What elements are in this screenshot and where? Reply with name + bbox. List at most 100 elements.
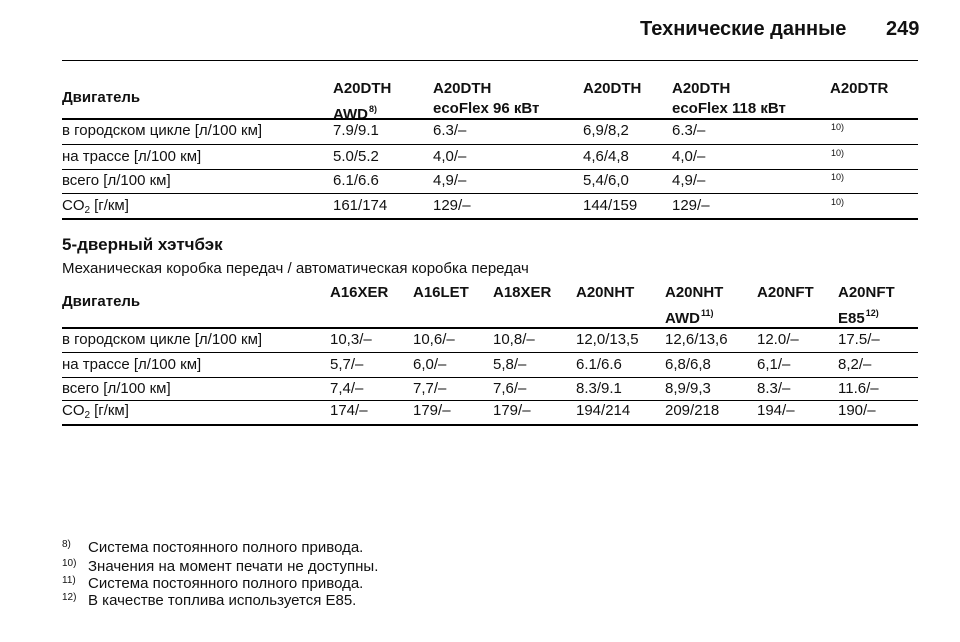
cell: 6,1/– [757,356,790,374]
column-header: ecoFlex 96 кВт [433,100,539,118]
column-header: A16XER [330,284,388,302]
label-text: в городском цикле [л/100 км] [62,331,263,348]
label-unit: [г/км] [94,197,129,214]
footnote-ref: 12) [865,308,879,318]
cell: 5,8/– [493,356,526,374]
column-header: A20NFT [838,284,895,302]
header-text: AWD [333,106,368,123]
cell: 10) [830,118,844,142]
row-rule [62,169,918,170]
cell-text: 144/159 [583,197,638,214]
cell: 4,9/– [433,172,466,190]
cell: 194/– [757,402,795,420]
header-rule [62,327,918,329]
cell: 10) [830,144,844,168]
label-text: CO [62,402,85,419]
cell: 4,0/– [433,148,466,166]
cell-text: 194/– [757,402,795,419]
label-text: всего [л/100 км] [62,380,171,397]
header-text: AWD [665,310,700,327]
cell: 7,4/– [330,380,363,398]
cell: 4,0/– [672,148,705,166]
column-header: A20DTH [583,80,641,98]
cell: 179/– [413,402,451,420]
cell-text: 4,0/– [672,148,706,165]
cell-text: 4,9/– [672,172,706,189]
header-text: A16LET [413,284,469,301]
cell-text: 12,6/13,6 [665,331,728,348]
cell-text: 6,0/– [413,356,447,373]
cell-text: 4,6/4,8 [583,148,629,165]
cell: 129/– [672,197,710,215]
cell: 6,8/6,8 [665,356,711,374]
cell: 12.0/– [757,331,799,349]
column-header: A20DTH [672,80,730,98]
column-header: E8512) [838,304,879,328]
cell: 174/– [330,402,368,420]
cell: 11.6/– [838,380,879,398]
column-header: A20NFT [757,284,814,302]
header-text: E85 [838,310,865,327]
cell-text: 190/– [838,402,876,419]
label-text: на трассе [л/100 км] [62,148,202,165]
row-rule [62,377,918,378]
cell-text: 179/– [493,402,531,419]
column-header: ecoFlex 118 кВт [672,100,786,118]
footnote-ref: 8) [369,104,378,114]
header-text: ecoFlex 96 кВт [433,100,540,117]
header-text: A20NFT [838,284,895,301]
cell-text: 6.1/6.6 [333,172,379,189]
row-rule [62,424,918,426]
cell: 10) [830,168,844,192]
cell: 7,7/– [413,380,446,398]
cell: 4,9/– [672,172,705,190]
row-label: CO2 [г/км] [62,402,129,425]
footnote-text: В качестве топлива используется E85. [88,592,356,610]
cell-text: 5,8/– [493,356,527,373]
cell-text: 129/– [433,197,471,214]
cell-text: 6,8/6,8 [665,356,711,373]
cell-text: 12.0/– [757,331,799,348]
cell-text: 8,9/9,3 [665,380,711,397]
header-text: A20NHT [665,284,724,301]
header-text: A20DTH [583,80,642,97]
column-header: Двигатель [62,293,140,311]
row-label: всего [л/100 км] [62,172,171,190]
cell: 179/– [493,402,531,420]
cell: 5,7/– [330,356,363,374]
header-text: Двигатель [62,89,141,106]
column-header: AWD11) [665,304,714,328]
cell-text: 10,6/– [413,331,455,348]
header-text: A20NFT [757,284,814,301]
column-header: AWD8) [333,100,377,124]
column-header: A20DTH [433,80,491,98]
header-text: ecoFlex 118 кВт [672,100,786,117]
header-text: A20DTH [672,80,731,97]
footnote-ref: 11) [701,308,714,318]
cell: 10,6/– [413,331,455,349]
row-label: в городском цикле [л/100 км] [62,122,262,140]
label-text: CO [62,197,85,214]
cell: 8.3/– [757,380,790,398]
section-title-text: 5-дверный хэтчбэк [62,235,223,254]
row-rule [62,400,918,401]
cell: 8,2/– [838,356,871,374]
column-header: A20NHT [665,284,723,302]
cell: 144/159 [583,197,637,215]
cell-text: 6,9/8,2 [583,122,629,139]
footnote-mark: 11) [62,572,76,590]
header-rule [62,60,918,61]
column-header: A18XER [493,284,551,302]
cell: 6,0/– [413,356,446,374]
cell-text: 17.5/– [838,331,880,348]
cell: 12,0/13,5 [576,331,639,349]
cell: 8.3/9.1 [576,380,622,398]
label-text: в городском цикле [л/100 км] [62,122,263,139]
cell: 10,3/– [330,331,372,349]
column-header: A20NHT [576,284,634,302]
label-unit: [г/км] [94,402,129,419]
cell: 6.3/– [672,122,705,140]
cell-text: 7,6/– [493,380,527,397]
cell-text: 6.3/– [433,122,467,139]
